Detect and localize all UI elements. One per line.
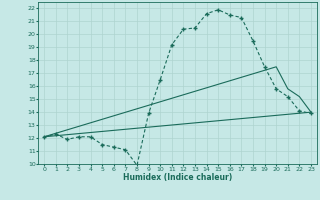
- X-axis label: Humidex (Indice chaleur): Humidex (Indice chaleur): [123, 173, 232, 182]
